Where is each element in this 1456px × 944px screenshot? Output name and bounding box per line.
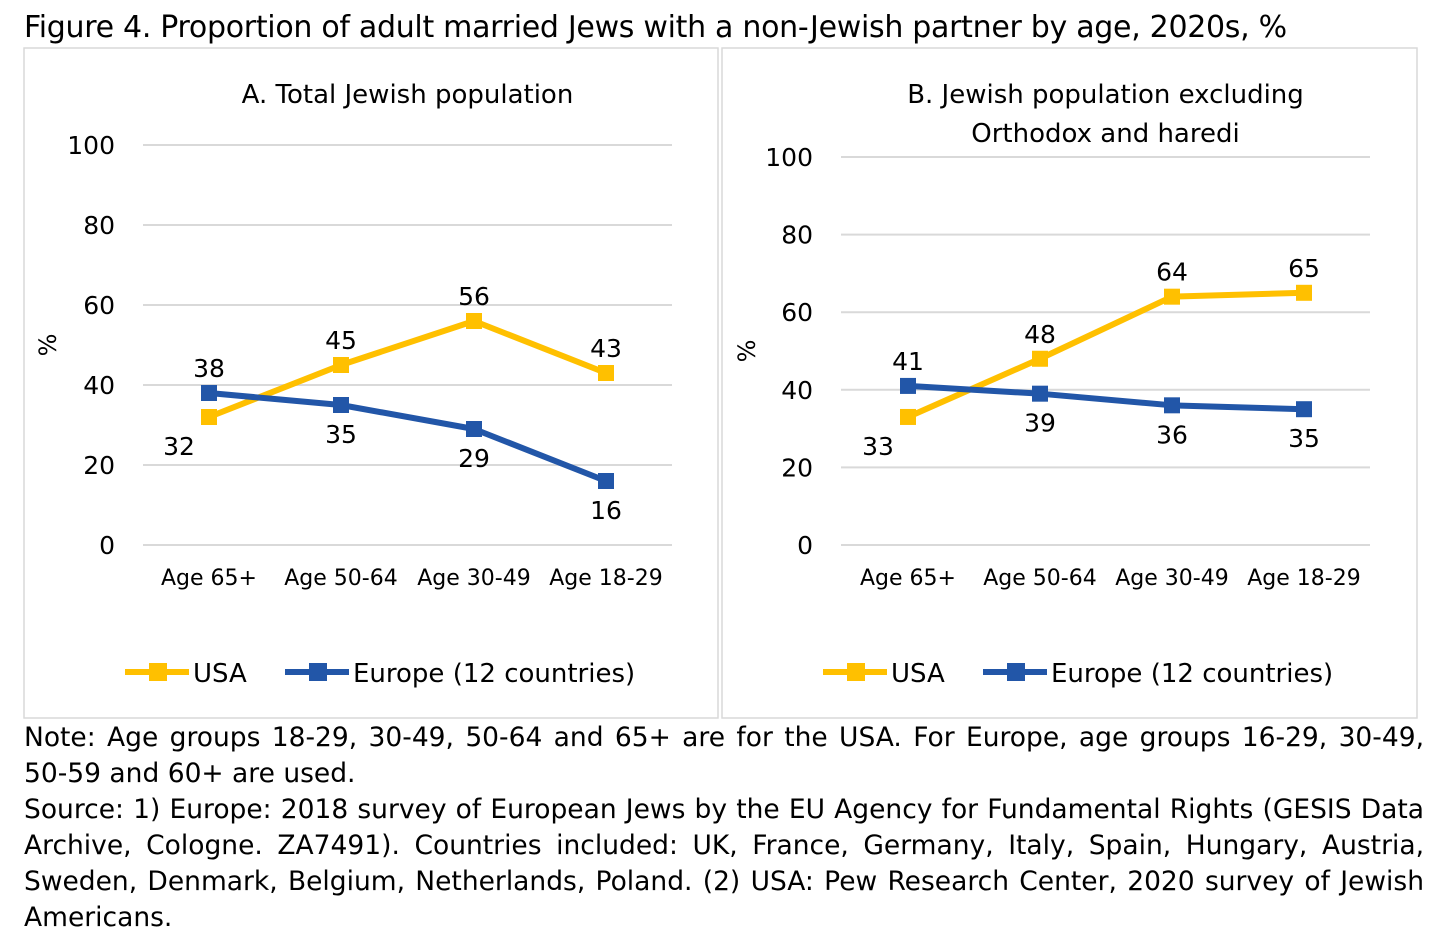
data-point-usa (900, 408, 916, 425)
legend-marker-europe (1007, 663, 1025, 681)
data-point-usa (333, 357, 349, 373)
data-label: 41 (892, 347, 924, 376)
y-tick-label: 20 (83, 451, 115, 480)
y-tick-label: 0 (797, 531, 813, 560)
data-label: 35 (325, 420, 357, 449)
data-point-europe (598, 473, 614, 489)
data-point-europe (333, 397, 349, 413)
panel-title: A. Total Jewish population (242, 80, 574, 110)
series-line-europe (208, 390, 608, 484)
data-point-europe (466, 421, 482, 437)
y-tick-label: 80 (83, 211, 115, 240)
panel-title: Orthodox and haredi (971, 119, 1239, 149)
data-point-europe (900, 377, 916, 394)
figure-title: Figure 4. Proportion of adult married Je… (24, 10, 1287, 45)
data-label: 56 (458, 282, 490, 311)
y-tick-label: 80 (781, 221, 813, 250)
x-tick-label: Age 65+ (161, 566, 257, 591)
x-tick-label: Age 50-64 (983, 566, 1096, 591)
data-label: 16 (590, 496, 622, 525)
data-label: 65 (1288, 254, 1320, 283)
x-tick-label: Age 18-29 (549, 566, 662, 591)
y-tick-label: 40 (781, 376, 813, 405)
legend-label: USA (193, 659, 247, 689)
data-point-usa (466, 313, 482, 329)
data-label: 29 (458, 444, 490, 473)
data-label: 39 (1024, 409, 1056, 438)
series-line-europe (907, 382, 1305, 413)
data-point-usa (598, 365, 614, 381)
data-label: 45 (325, 326, 357, 355)
source-text: Source: 1) Europe: 2018 survey of Europe… (24, 794, 1424, 933)
y-tick-label: 0 (99, 531, 115, 560)
data-point-usa (1164, 288, 1180, 305)
data-label: 33 (862, 432, 894, 461)
y-tick-label: 40 (83, 371, 115, 400)
note-text: Note: Age groups 18-29, 30-49, 50-64 and… (24, 722, 1424, 789)
panel-title: B. Jewish population excluding (907, 80, 1304, 110)
legend-marker-usa (149, 663, 167, 681)
panel-border (23, 47, 719, 719)
y-axis-label: % (34, 334, 62, 357)
data-label: 36 (1156, 420, 1188, 449)
y-tick-label: 60 (83, 291, 115, 320)
data-label: 64 (1156, 258, 1188, 287)
legend-label: USA (891, 659, 945, 689)
y-tick-label: 100 (67, 131, 115, 160)
data-label: 38 (193, 354, 225, 383)
data-point-europe (1032, 385, 1048, 402)
notes: Note: Age groups 18-29, 30-49, 50-64 and… (24, 720, 1424, 936)
legend-marker-usa (847, 663, 865, 681)
legend-label: Europe (12 countries) (353, 659, 635, 689)
legend-label: Europe (12 countries) (1051, 659, 1333, 689)
data-point-europe (1296, 401, 1312, 418)
series-line-usa (207, 318, 608, 420)
x-tick-label: Age 50-64 (284, 566, 397, 591)
x-tick-label: Age 30-49 (1115, 566, 1228, 591)
data-label: 32 (163, 432, 195, 461)
y-tick-label: 60 (781, 298, 813, 327)
data-label: 35 (1288, 424, 1320, 453)
y-tick-label: 100 (765, 143, 813, 172)
panel-border (721, 47, 1418, 719)
data-label: 48 (1024, 320, 1056, 349)
x-tick-label: Age 65+ (860, 566, 956, 591)
y-tick-label: 20 (781, 453, 813, 482)
data-point-usa (1296, 284, 1312, 301)
data-point-usa (1032, 350, 1048, 367)
data-point-usa (201, 409, 217, 425)
x-tick-label: Age 18-29 (1247, 566, 1360, 591)
data-point-europe (1164, 397, 1180, 414)
x-tick-label: Age 30-49 (417, 566, 530, 591)
legend-marker-europe (309, 663, 327, 681)
y-axis-label: % (733, 340, 761, 363)
data-point-europe (201, 385, 217, 401)
data-label: 43 (590, 334, 622, 363)
